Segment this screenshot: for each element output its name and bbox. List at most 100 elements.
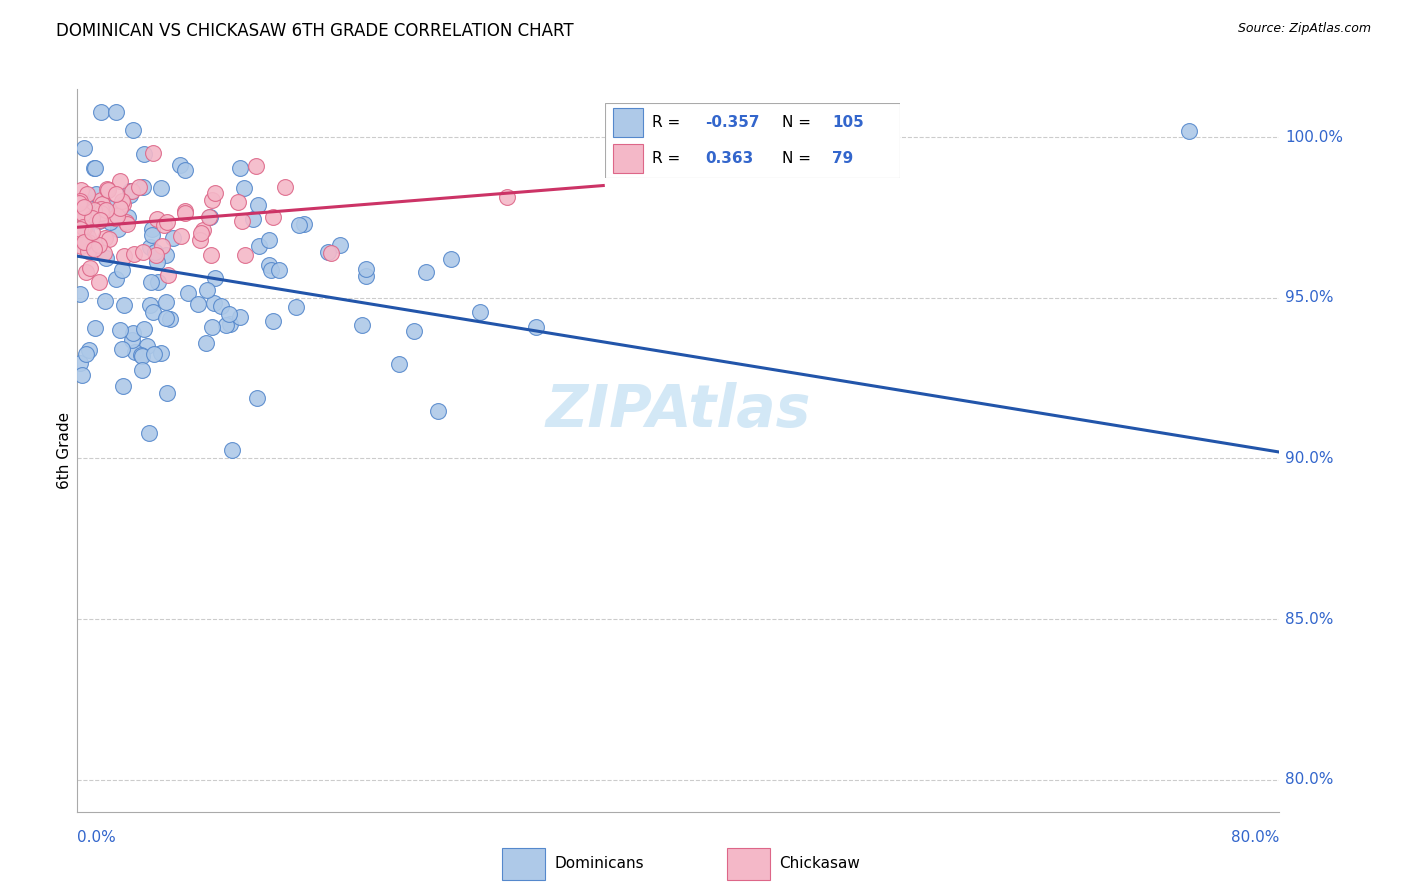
Point: [148, 275, 170, 289]
Point: [105, 272, 128, 286]
Point: [76, 186, 98, 201]
Point: [260, 262, 283, 277]
Point: [94, 293, 117, 308]
Point: [69, 356, 91, 370]
Point: [105, 187, 128, 202]
Point: [111, 197, 134, 211]
Point: [104, 206, 127, 220]
Point: [139, 240, 162, 254]
Point: [204, 186, 226, 200]
Point: [233, 248, 256, 262]
Text: Chickasaw: Chickasaw: [779, 855, 860, 871]
Point: [77, 244, 100, 258]
Point: [155, 248, 177, 262]
Point: [470, 305, 492, 319]
Point: [122, 326, 145, 340]
Point: [426, 404, 449, 418]
Point: [262, 211, 284, 225]
Point: [143, 244, 166, 259]
Point: [118, 187, 141, 202]
Point: [226, 195, 249, 210]
Point: [97, 232, 120, 246]
Point: [70, 222, 93, 236]
Point: [198, 210, 221, 224]
Point: [67, 196, 90, 211]
Point: [316, 244, 339, 259]
Point: [69, 222, 91, 236]
Text: 105: 105: [832, 115, 863, 130]
Point: [86, 186, 108, 201]
Point: [72, 235, 94, 250]
Point: [105, 209, 128, 223]
Point: [73, 200, 96, 214]
Point: [75, 224, 97, 238]
Point: [141, 222, 163, 236]
Point: [69, 222, 91, 236]
Point: [87, 213, 110, 227]
Point: [170, 228, 193, 243]
Text: R =: R =: [652, 115, 681, 130]
Point: [122, 246, 145, 260]
Point: [149, 346, 172, 360]
Point: [112, 249, 135, 263]
Point: [69, 182, 91, 196]
Point: [131, 348, 153, 362]
Point: [69, 287, 91, 301]
Point: [173, 206, 195, 220]
Text: N =: N =: [782, 151, 811, 166]
Point: [69, 194, 91, 208]
Point: [134, 322, 156, 336]
Point: [131, 349, 153, 363]
Point: [247, 239, 270, 253]
Point: [132, 244, 155, 259]
Point: [73, 235, 96, 249]
Point: [87, 238, 110, 252]
Point: [200, 210, 222, 224]
Text: 0.0%: 0.0%: [77, 830, 117, 845]
Point: [98, 215, 121, 229]
Point: [120, 184, 142, 198]
Text: 95.0%: 95.0%: [1285, 291, 1334, 305]
Point: [319, 245, 342, 260]
Point: [190, 227, 212, 241]
Point: [142, 305, 165, 319]
Point: [149, 181, 172, 195]
Point: [108, 174, 131, 188]
Point: [90, 194, 112, 208]
Point: [76, 194, 98, 209]
Point: [169, 158, 191, 172]
Point: [76, 230, 98, 244]
Bar: [502, 848, 546, 880]
Point: [159, 311, 181, 326]
Text: 80.0%: 80.0%: [1232, 830, 1279, 845]
Point: [114, 298, 136, 312]
Point: [242, 212, 264, 227]
Point: [285, 300, 308, 314]
Point: [141, 228, 163, 243]
Point: [156, 385, 179, 400]
Point: [94, 202, 117, 217]
Point: [267, 263, 290, 277]
FancyBboxPatch shape: [605, 103, 900, 178]
Text: DOMINICAN VS CHICKASAW 6TH GRADE CORRELATION CHART: DOMINICAN VS CHICKASAW 6TH GRADE CORRELA…: [56, 22, 574, 40]
Text: Dominicans: Dominicans: [555, 855, 644, 871]
Point: [87, 275, 110, 289]
Point: [145, 212, 167, 227]
Point: [80, 211, 103, 225]
Point: [94, 231, 117, 245]
Point: [329, 238, 352, 252]
Point: [135, 339, 157, 353]
Point: [145, 248, 167, 262]
Point: [93, 210, 115, 224]
Text: 100.0%: 100.0%: [1285, 130, 1344, 145]
Point: [89, 212, 111, 227]
Point: [73, 141, 96, 155]
Point: [134, 146, 156, 161]
Point: [117, 210, 139, 224]
Point: [162, 231, 184, 245]
Point: [110, 323, 132, 337]
Point: [146, 255, 169, 269]
Point: [122, 123, 145, 137]
Point: [195, 336, 218, 351]
Point: [115, 217, 138, 231]
